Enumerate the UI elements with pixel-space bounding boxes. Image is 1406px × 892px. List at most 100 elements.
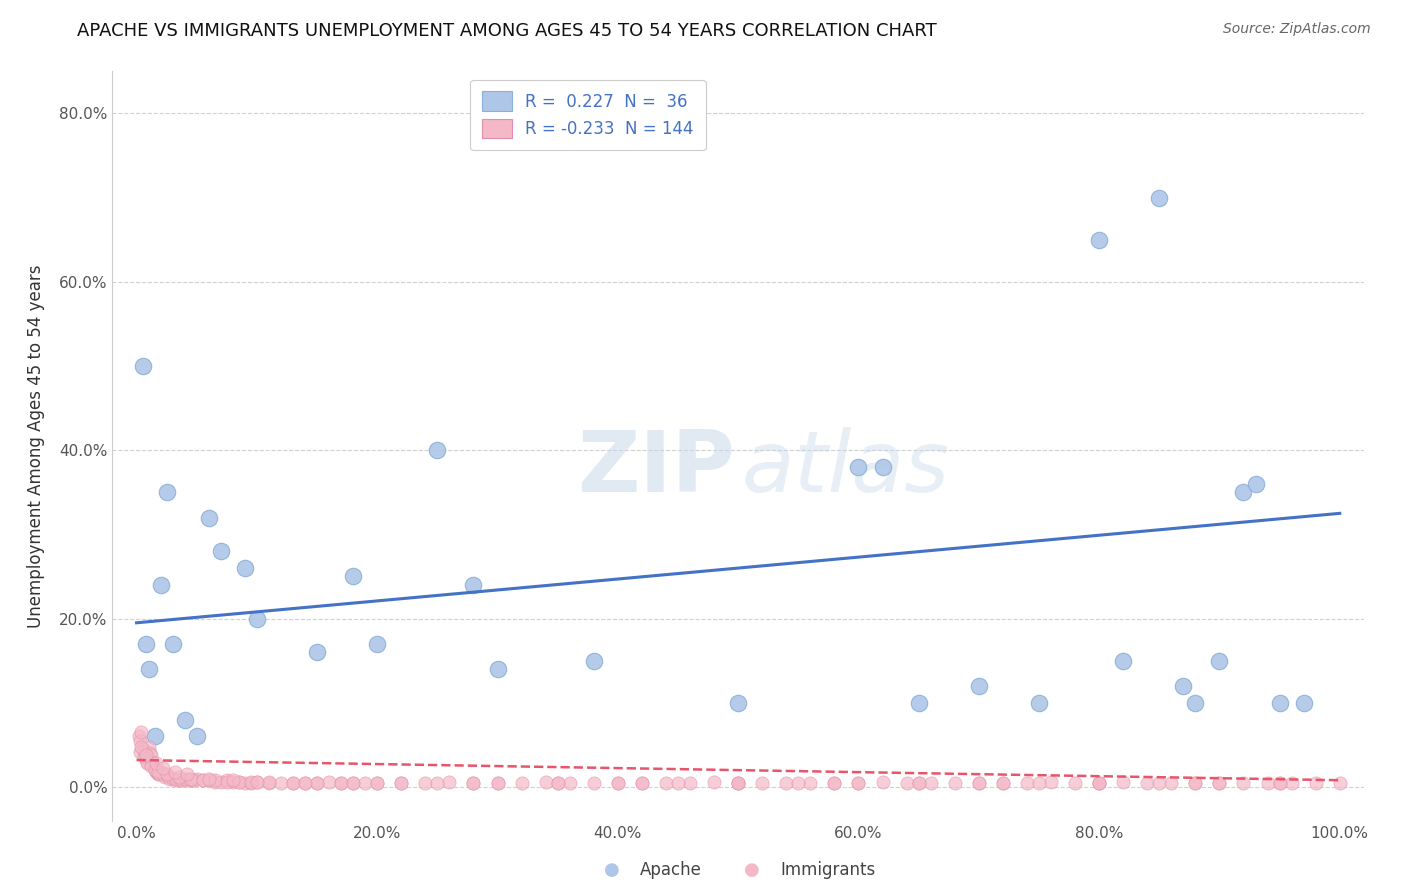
Point [463,776,485,790]
Point [510,776,533,790]
Point [366,776,388,790]
Point [354,776,377,790]
Legend: R =  0.227  N =  36, R = -0.233  N = 144: R = 0.227 N = 36, R = -0.233 N = 144 [471,79,706,150]
Point [294,776,316,790]
Point [848,460,870,475]
Text: APACHE VS IMMIGRANTS UNEMPLOYMENT AMONG AGES 45 TO 54 YEARS CORRELATION CHART: APACHE VS IMMIGRANTS UNEMPLOYMENT AMONG … [77,22,936,40]
Point [173,772,195,786]
Point [1064,776,1087,790]
Point [1292,696,1315,710]
Point [655,776,678,790]
Point [191,773,214,788]
Point [257,775,280,789]
Point [631,776,654,790]
Point [172,773,194,788]
Point [486,776,509,790]
Point [148,764,170,779]
Point [139,746,162,760]
Point [547,776,569,790]
Point [1281,776,1303,790]
Point [146,764,169,779]
Point [138,739,160,754]
Point [330,776,353,790]
Point [143,761,166,775]
Point [1208,654,1230,668]
Point [305,645,328,659]
Point [173,713,195,727]
Point [270,776,292,790]
Point [186,730,208,744]
Point [967,776,990,790]
Point [727,776,749,790]
Point [167,770,190,784]
Point [389,776,412,790]
Point [558,776,581,790]
Point [156,770,179,784]
Point [149,578,172,592]
Point [138,662,160,676]
Text: Source: ZipAtlas.com: Source: ZipAtlas.com [1223,22,1371,37]
Point [233,776,256,790]
Point [1305,776,1327,790]
Point [166,773,188,788]
Point [1208,776,1230,790]
Point [131,739,153,754]
Point [246,611,269,625]
Point [228,775,250,789]
Point [131,742,153,756]
Point [463,578,485,592]
Point [486,776,509,790]
Point [156,767,179,781]
Point [413,776,436,790]
Point [330,776,353,790]
Point [366,637,388,651]
Point [666,776,689,790]
Text: ZIP: ZIP [576,427,734,510]
Point [222,775,245,789]
Point [799,776,821,790]
Point [631,776,654,790]
Point [1088,776,1111,790]
Point [342,569,364,583]
Point [149,764,172,779]
Point [727,776,749,790]
Point [606,776,628,790]
Point [1039,775,1063,789]
Point [135,747,157,762]
Point [1184,776,1206,790]
Point [1088,233,1111,247]
Point [186,772,208,786]
Point [152,767,174,781]
Point [128,730,150,744]
Point [1015,776,1038,790]
Point [197,773,219,788]
Point [163,764,186,779]
Point [582,654,605,668]
Point [848,776,870,790]
Point [439,775,461,789]
Point [943,776,966,790]
Point [486,662,509,676]
Point [1232,485,1254,500]
Point [967,679,990,693]
Point [163,772,186,786]
Point [233,561,256,575]
Point [139,747,162,762]
Point [426,776,449,790]
Text: Immigrants: Immigrants [780,861,876,879]
Point [1028,776,1050,790]
Point [787,776,810,790]
Point [751,776,773,790]
Point [159,772,181,786]
Point [209,775,232,789]
Point [141,755,163,769]
Point [246,775,269,789]
Point [1136,776,1159,790]
Point [131,725,153,739]
Point [582,776,605,790]
Point [209,544,232,558]
Point [134,745,156,759]
Point [148,767,170,781]
Point [204,775,226,789]
Point [1112,654,1135,668]
